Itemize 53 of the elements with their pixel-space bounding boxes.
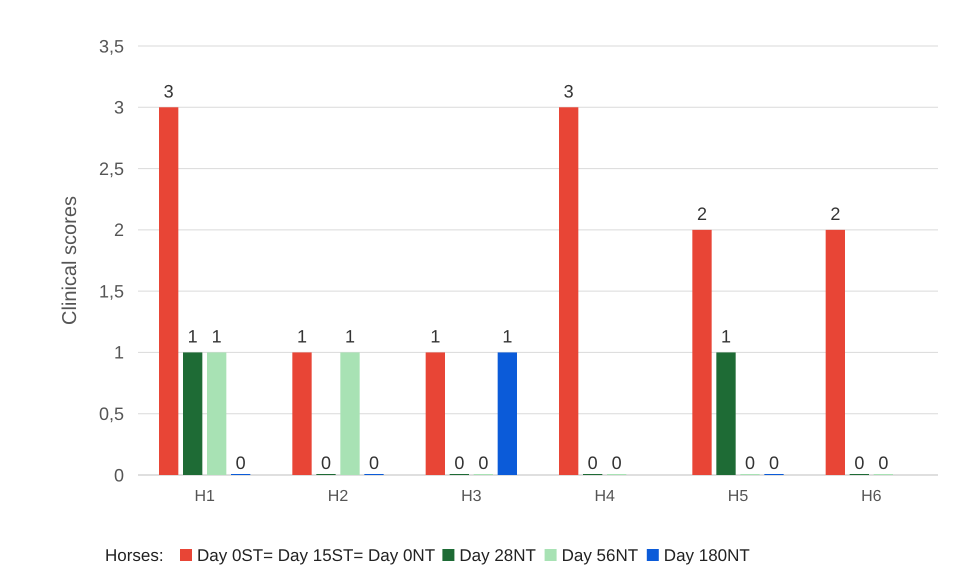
- bar: [826, 230, 845, 475]
- data-label: 1: [720, 326, 732, 346]
- x-tick-label: H6: [861, 488, 882, 505]
- data-label: 1: [502, 326, 512, 346]
- data-label: 0: [768, 453, 780, 473]
- data-label: 0: [368, 453, 380, 473]
- data-label: 0: [320, 453, 332, 473]
- data-label: 0: [236, 453, 246, 473]
- bar: [559, 107, 578, 475]
- data-label: 1: [430, 326, 440, 346]
- bar: [716, 352, 736, 475]
- x-tick-label: H3: [461, 488, 482, 505]
- bar: [498, 352, 517, 475]
- data-label: 3: [564, 81, 574, 102]
- data-label: 0: [478, 453, 488, 473]
- bar: [159, 107, 178, 475]
- data-label: 0: [588, 453, 598, 473]
- x-tick-label: H5: [728, 488, 748, 505]
- data-label: 0: [612, 453, 622, 473]
- y-axis-title: Clinical scores: [59, 196, 81, 325]
- bar: [692, 230, 712, 475]
- data-label: 0: [854, 453, 864, 473]
- data-label: 1: [344, 326, 356, 346]
- legend-label: Day 0ST= Day 15ST= Day 0NT: [197, 546, 436, 565]
- x-tick-label: H4: [594, 488, 615, 505]
- data-label: 0: [454, 453, 464, 473]
- y-tick-label: 1: [114, 342, 124, 363]
- y-tick-label: 0,5: [98, 404, 124, 424]
- y-tick-label: 1,5: [98, 281, 124, 302]
- legend-label: Day 56NT: [562, 546, 638, 565]
- legend-label: Day 180NT: [664, 546, 750, 565]
- bar: [207, 352, 226, 475]
- y-tick-label: 2: [114, 220, 124, 240]
- bar: [340, 352, 360, 475]
- data-label: 2: [830, 204, 840, 224]
- data-label: 2: [696, 204, 708, 224]
- data-label: 0: [744, 453, 756, 473]
- legend-label: Day 28NT: [459, 546, 536, 565]
- y-tick-label: 2,5: [98, 158, 124, 179]
- x-tick-label: H2: [328, 488, 348, 505]
- y-tick-label: 0: [114, 465, 124, 486]
- data-label: 0: [878, 453, 888, 473]
- x-tick-label: H1: [194, 488, 215, 505]
- y-tick-label: 3: [114, 98, 124, 118]
- bar: [183, 352, 202, 475]
- bar: [426, 352, 445, 475]
- data-label: 1: [188, 326, 198, 346]
- data-label: 1: [296, 326, 308, 346]
- y-tick-label: 3,5: [98, 36, 124, 56]
- data-label: 1: [212, 326, 222, 346]
- bar: [292, 352, 312, 475]
- data-label: 3: [164, 81, 174, 102]
- legend-title: Horses:: [105, 546, 164, 565]
